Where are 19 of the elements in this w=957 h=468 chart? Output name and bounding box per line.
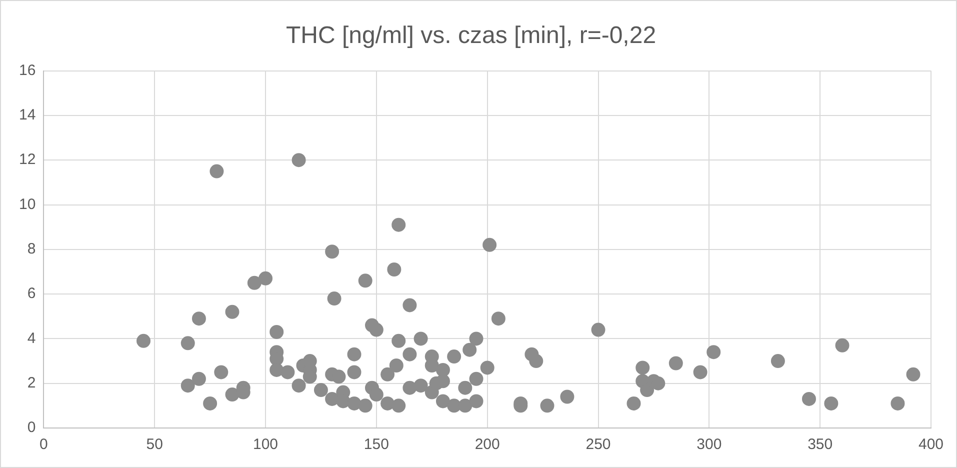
y-tick-label: 14 bbox=[18, 106, 36, 124]
x-tick-label: 50 bbox=[146, 436, 163, 454]
y-tick-label: 0 bbox=[27, 419, 36, 436]
y-tick-label: 8 bbox=[27, 240, 36, 258]
x-tick-label: 200 bbox=[474, 436, 500, 454]
y-tick-label: 4 bbox=[27, 330, 36, 347]
x-tick-label: 350 bbox=[808, 436, 833, 454]
x-tick-label: 150 bbox=[364, 436, 389, 454]
chart-title: THC [ng/ml] vs. czas [min], r=-0,22 bbox=[286, 22, 656, 50]
y-tick-label: 12 bbox=[18, 151, 36, 168]
x-tick-label: 0 bbox=[40, 436, 48, 454]
y-tick-label: 6 bbox=[27, 285, 36, 302]
y-tick-label: 10 bbox=[18, 196, 36, 213]
x-tick-label: 100 bbox=[253, 436, 278, 454]
y-tick-label: 16 bbox=[18, 62, 36, 79]
x-tick-label: 250 bbox=[586, 436, 611, 454]
x-tick-label: 400 bbox=[918, 436, 944, 454]
y-tick-label: 2 bbox=[27, 374, 36, 392]
x-tick-label: 300 bbox=[696, 436, 722, 454]
